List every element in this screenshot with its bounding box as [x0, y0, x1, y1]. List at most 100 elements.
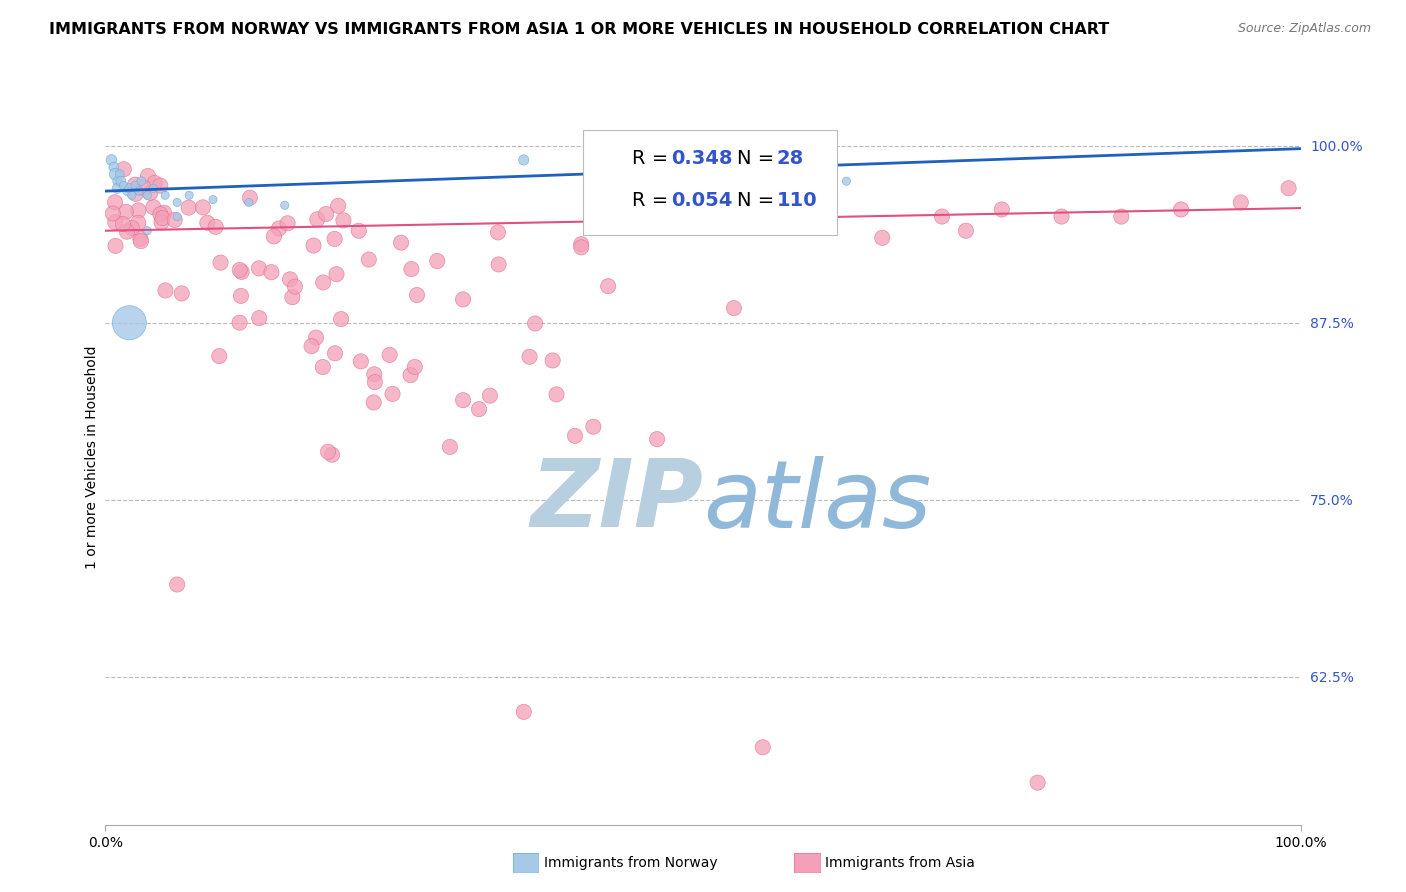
- Point: [323, 346, 346, 360]
- Point: [273, 198, 295, 212]
- Point: [439, 440, 461, 454]
- Point: [166, 195, 188, 210]
- Point: [125, 186, 148, 201]
- Point: [247, 261, 270, 276]
- Point: [811, 217, 834, 231]
- Text: Source: ZipAtlas.com: Source: ZipAtlas.com: [1237, 22, 1371, 36]
- Point: [569, 240, 592, 254]
- Point: [364, 375, 387, 389]
- Point: [1170, 202, 1192, 217]
- Text: 0.054: 0.054: [672, 192, 733, 211]
- Point: [328, 199, 350, 213]
- Point: [112, 178, 135, 193]
- Point: [202, 193, 225, 207]
- Point: [177, 188, 201, 202]
- Point: [513, 705, 536, 719]
- Point: [872, 231, 894, 245]
- Point: [263, 229, 285, 244]
- Point: [121, 188, 143, 202]
- Point: [381, 387, 404, 401]
- Text: 110: 110: [776, 192, 817, 211]
- Point: [104, 215, 127, 229]
- Point: [330, 312, 353, 326]
- Point: [723, 301, 745, 315]
- Text: N =: N =: [738, 149, 780, 168]
- Point: [129, 174, 153, 188]
- Point: [128, 184, 150, 198]
- Point: [115, 184, 138, 198]
- Point: [228, 316, 250, 330]
- Point: [990, 202, 1012, 217]
- Point: [569, 237, 592, 252]
- Point: [139, 186, 162, 200]
- Point: [136, 224, 159, 238]
- Point: [149, 178, 172, 193]
- Point: [110, 174, 132, 188]
- Point: [598, 279, 620, 293]
- Point: [143, 176, 166, 190]
- Point: [277, 216, 299, 230]
- Point: [363, 368, 385, 382]
- Point: [129, 232, 152, 246]
- Point: [582, 419, 605, 434]
- Point: [524, 317, 547, 331]
- Point: [121, 221, 143, 235]
- Point: [350, 354, 373, 368]
- Point: [1229, 195, 1251, 210]
- Point: [835, 174, 858, 188]
- Point: [357, 252, 380, 267]
- Point: [166, 577, 188, 591]
- Point: [468, 402, 491, 417]
- Point: [955, 224, 977, 238]
- Point: [1277, 181, 1299, 195]
- Point: [209, 255, 232, 269]
- Point: [127, 203, 149, 218]
- Point: [325, 267, 347, 281]
- Point: [101, 206, 124, 220]
- Point: [332, 213, 354, 227]
- Point: [267, 221, 290, 235]
- Text: Immigrants from Norway: Immigrants from Norway: [544, 855, 717, 870]
- Text: 28: 28: [776, 149, 804, 168]
- Point: [238, 195, 260, 210]
- Point: [321, 448, 343, 462]
- Point: [163, 213, 186, 227]
- Point: [301, 339, 323, 353]
- Point: [229, 263, 252, 277]
- Point: [260, 265, 283, 279]
- Point: [118, 316, 141, 330]
- Point: [307, 212, 329, 227]
- Point: [316, 444, 339, 458]
- Point: [231, 265, 253, 279]
- Point: [152, 211, 174, 226]
- Text: ZIP: ZIP: [530, 455, 703, 548]
- Point: [166, 210, 188, 224]
- Point: [426, 254, 449, 268]
- Point: [513, 153, 536, 167]
- Point: [107, 181, 129, 195]
- Point: [112, 162, 135, 177]
- Point: [312, 359, 335, 374]
- Point: [104, 195, 127, 210]
- Point: [204, 219, 226, 234]
- Point: [177, 201, 200, 215]
- Point: [115, 204, 138, 219]
- Point: [142, 181, 165, 195]
- Text: 0.348: 0.348: [672, 149, 733, 168]
- Point: [931, 210, 953, 224]
- Point: [170, 286, 193, 301]
- Point: [305, 330, 328, 344]
- Point: [153, 205, 176, 219]
- Point: [247, 311, 270, 326]
- Text: Immigrants from Asia: Immigrants from Asia: [825, 855, 976, 870]
- Point: [315, 207, 337, 221]
- Point: [541, 353, 564, 368]
- Point: [118, 181, 141, 195]
- Point: [519, 350, 541, 364]
- Point: [111, 217, 134, 231]
- Point: [208, 349, 231, 363]
- Point: [281, 290, 304, 304]
- Point: [155, 284, 177, 298]
- Point: [124, 178, 146, 192]
- Point: [546, 387, 568, 401]
